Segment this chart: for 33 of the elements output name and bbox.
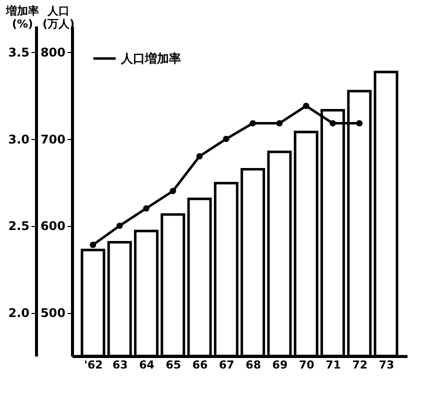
point (143, 205, 150, 212)
point (330, 120, 336, 126)
y2-tick-label: 800 (40, 46, 66, 60)
point (196, 153, 203, 160)
x-tick-label: 66 (192, 358, 208, 372)
point (223, 136, 230, 142)
x-tick-label: 68 (246, 358, 261, 372)
y-tick-label: 2.0 (8, 306, 30, 320)
x-tick-label: 72 (352, 358, 368, 372)
y2-tick-label: 600 (40, 219, 66, 234)
x-tick-label: 70 (298, 358, 315, 372)
point (250, 120, 256, 126)
point (170, 188, 176, 194)
point (356, 120, 363, 126)
y2-tick-label: 700 (40, 132, 66, 146)
x-tick-label: '62 (84, 358, 103, 372)
legend-label: 人口増加率 (120, 52, 181, 66)
y-tick-label: 2.5 (8, 219, 30, 234)
point (302, 102, 310, 110)
y-tick-label: 3.5 (8, 46, 30, 60)
y-axis-title: 増加率 (%) (5, 4, 39, 30)
x-tick-label: 64 (139, 358, 155, 372)
y2-tick-label: 500 (40, 306, 66, 320)
x-tick-label: 71 (326, 358, 341, 372)
point (116, 222, 123, 229)
x-tick-label: 65 (166, 358, 182, 372)
x-tick-label: 67 (219, 358, 234, 372)
point (90, 242, 96, 248)
point (276, 120, 283, 126)
x-tick-label: 63 (112, 358, 128, 372)
x-tick-label: 69 (272, 358, 288, 372)
y-tick-label: 3.0 (8, 132, 30, 146)
x-tick-label: 73 (378, 358, 394, 372)
